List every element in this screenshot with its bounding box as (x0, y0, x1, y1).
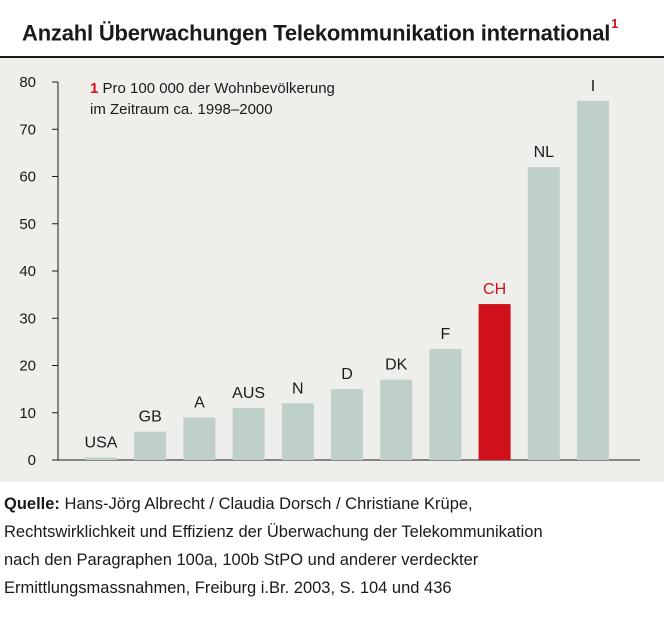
y-tick-label: 0 (28, 452, 36, 469)
category-label-nl: NL (534, 144, 555, 161)
category-label-a: A (194, 394, 205, 411)
bar-a (183, 417, 216, 460)
source-line-4: Ermittlungsmassnahmen, Freiburg i.Br. 20… (4, 579, 452, 597)
bar-aus (232, 408, 265, 460)
category-label-aus: AUS (232, 385, 265, 402)
y-tick-label: 60 (19, 169, 36, 186)
source-line-1: Quelle: Hans-Jörg Albrecht / Claudia Dor… (4, 490, 664, 518)
source-line-2: Rechtswirklichkeit und Effizienz der Übe… (4, 523, 543, 541)
chart-title-text: Anzahl Überwachungen Telekommunikation i… (22, 20, 611, 46)
category-label-dk: DK (385, 357, 408, 374)
title-divider (0, 56, 664, 58)
bar-chart: 0 10 20 30 40 50 60 70 80 USA GB A AUS N D DK F CH NL I (19, 74, 640, 469)
y-tick-label: 40 (19, 263, 36, 280)
category-label-f: F (441, 326, 451, 343)
source-text-1: Hans-Jörg Albrecht / Claudia Dorsch / Ch… (64, 495, 473, 513)
footnote-number: 1 (90, 80, 99, 97)
chart-header: Anzahl Überwachungen Telekommunikation i… (0, 0, 672, 58)
category-label-ch: CH (483, 281, 506, 298)
bar-ch (478, 304, 511, 460)
bar-n (281, 403, 314, 460)
source-label: Quelle: (4, 495, 60, 513)
category-label-usa: USA (85, 435, 118, 452)
source-line-3: nach den Paragraphen 100a, 100b StPO und… (4, 551, 479, 569)
bar-dk (380, 379, 413, 460)
category-label-d: D (341, 366, 353, 383)
bar-d (331, 389, 363, 460)
bar-f (429, 348, 462, 460)
source-citation: Quelle: Hans-Jörg Albrecht / Claudia Dor… (4, 490, 664, 602)
y-tick-label: 80 (19, 74, 36, 91)
y-tick-label: 10 (19, 405, 36, 422)
bar-usa (85, 457, 117, 460)
category-label-i: I (591, 78, 595, 95)
category-label-gb: GB (139, 409, 162, 426)
title-footnote-marker: 1 (611, 16, 619, 31)
footnote-line-2: im Zeitraum ca. 1998–2000 (90, 101, 273, 118)
bar-gb (134, 431, 167, 460)
footnote-text-1: Pro 100 000 der Wohnbevölkerung (102, 80, 335, 97)
footnote-box: 1 Pro 100 000 der Wohnbevölkerung im Zei… (90, 78, 335, 120)
chart-title: Anzahl Überwachungen Telekommunikation i… (22, 16, 618, 46)
bar-nl (527, 167, 560, 461)
footnote-line-1: 1 Pro 100 000 der Wohnbevölkerung (90, 78, 335, 99)
category-label-n: N (292, 380, 304, 397)
y-tick-label: 20 (19, 358, 36, 375)
bar-i (577, 100, 609, 461)
y-tick-label: 70 (19, 121, 36, 138)
y-tick-label: 30 (19, 310, 36, 327)
y-tick-label: 50 (19, 216, 36, 233)
